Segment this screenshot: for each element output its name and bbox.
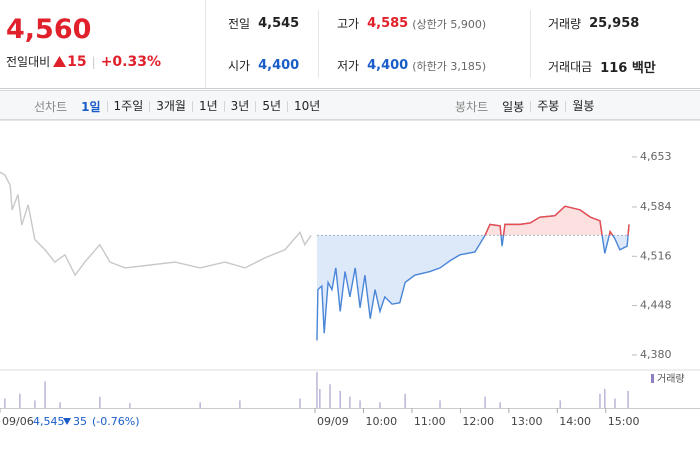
volume-bar	[129, 403, 131, 408]
volume-bar	[329, 384, 331, 408]
stat: 전일 4,545	[228, 15, 299, 32]
line-chart-tabs: 선차트 1일 1주일 3개월 1년 3년 5년 10년	[34, 98, 326, 115]
volume-bar	[614, 398, 616, 408]
x-tick-label: 11:00	[414, 415, 446, 428]
divider	[318, 10, 319, 78]
x-tick-label: 09/09	[317, 415, 349, 428]
legend-label: 거래량	[657, 373, 685, 385]
stat-label: 저가	[337, 59, 360, 73]
change-label: 전일대비	[6, 55, 51, 69]
candle-chart-tabs: 봉차트 일봉 주봉 월봉	[455, 98, 600, 115]
chart-tabs: 선차트 1일 1주일 3개월 1년 3년 5년 10년 봉차트 일봉 주봉 월봉	[0, 90, 700, 120]
stat-value: 4,400	[258, 58, 300, 73]
divider	[530, 10, 531, 78]
price-line	[0, 171, 312, 277]
divider	[205, 0, 206, 88]
up-arrow	[53, 56, 67, 67]
volume-bar	[359, 400, 361, 408]
stat: 거래량 25,958	[548, 15, 639, 32]
down-arrow	[63, 418, 71, 425]
stat-label: 거래량	[548, 17, 582, 31]
stat-value: 4,545	[258, 16, 300, 31]
volume-bar	[34, 400, 36, 408]
tab[interactable]: 일봉	[502, 100, 525, 114]
prev-price: 4,545	[33, 415, 65, 428]
volume-bar	[319, 389, 321, 408]
volume-bar	[59, 402, 61, 408]
stat-value: 4,585	[367, 16, 409, 31]
x-tick-label: 15:00	[608, 415, 640, 428]
volume-bar	[99, 396, 101, 408]
prev-rate: (-0.76%)	[92, 415, 140, 428]
tab[interactable]: 5년	[255, 100, 287, 112]
y-tick-label: 4,516	[640, 249, 672, 262]
volume-bar	[559, 400, 561, 408]
change-value: 15	[67, 53, 87, 70]
volume-bar	[19, 393, 21, 408]
stat: 거래대금 116 백만	[548, 57, 656, 76]
y-tick-label: 4,653	[640, 150, 672, 163]
legend-swatch	[651, 374, 654, 383]
volume-bar	[299, 398, 301, 408]
tab[interactable]: 월봉	[565, 100, 600, 112]
volume-bar	[484, 396, 486, 408]
stat-label: 전일	[228, 17, 251, 31]
x-tick-label: 14:00	[559, 415, 591, 428]
volume-bar	[239, 400, 241, 408]
y-tick-label: 4,584	[640, 200, 672, 213]
stat-value: 4,400	[367, 58, 409, 73]
volume-bar	[627, 390, 629, 408]
volume-bar	[439, 400, 441, 408]
volume-bar	[199, 402, 201, 408]
divider: |	[91, 54, 96, 69]
volume-bar	[499, 402, 501, 408]
volume-bar	[44, 381, 46, 408]
volume-bar	[349, 396, 351, 408]
price-line-above	[484, 205, 630, 236]
tab-group-label: 봉차트	[455, 100, 489, 114]
stat-label: 고가	[337, 17, 360, 31]
tab[interactable]: 주봉	[530, 100, 565, 112]
tab[interactable]: 1일	[81, 100, 101, 114]
area-below	[316, 235, 630, 341]
volume-bar	[339, 390, 341, 408]
current-price: 4,560	[6, 14, 92, 45]
volume-bar	[599, 393, 601, 408]
tab[interactable]: 1주일	[106, 100, 150, 112]
stat: 저가 4,400 (하한가 3,185)	[337, 57, 486, 74]
x-tick-label: 12:00	[462, 415, 494, 428]
y-tick-label: 4,448	[640, 299, 672, 312]
tab[interactable]: 10년	[287, 100, 326, 112]
volume-bar	[604, 389, 606, 408]
volume-bar	[379, 402, 381, 408]
stat-label: 거래대금	[548, 60, 593, 74]
volume-bar	[316, 371, 318, 408]
stat-extra: (상한가 5,900)	[412, 17, 487, 31]
tab[interactable]: 1년	[191, 100, 224, 112]
y-tick-label: 4,380	[640, 348, 672, 361]
quote-summary: 4,560 전일대비 15 | +0.33% 전일 4,545 고가 4,585 (상…	[0, 0, 700, 89]
stat-value: 116 백만	[600, 61, 656, 76]
x-tick-label: 10:00	[365, 415, 397, 428]
prev-change: 35	[73, 415, 87, 428]
change-row: 전일대비 15 | +0.33%	[6, 53, 161, 70]
x-tick-label: 13:00	[511, 415, 543, 428]
x-tick-label: 09/06	[2, 415, 34, 428]
stat-label: 시가	[228, 59, 251, 73]
stat-extra: (하한가 3,185)	[412, 59, 487, 73]
area-above	[485, 206, 630, 236]
stat-value: 25,958	[589, 16, 640, 31]
change-rate: +0.33%	[100, 53, 162, 70]
stat: 고가 4,585 (상한가 5,900)	[337, 15, 486, 32]
volume-bar	[404, 393, 406, 408]
tab[interactable]: 3개월	[149, 100, 192, 112]
tab-group-label: 선차트	[34, 100, 68, 114]
tab[interactable]: 3년	[223, 100, 256, 112]
price-chart: 4,653 4,584 4,516 4,448 4,380 09/06 09/09 10:00…	[0, 120, 700, 428]
stat: 시가 4,400	[228, 57, 299, 74]
volume-bar	[4, 398, 6, 408]
